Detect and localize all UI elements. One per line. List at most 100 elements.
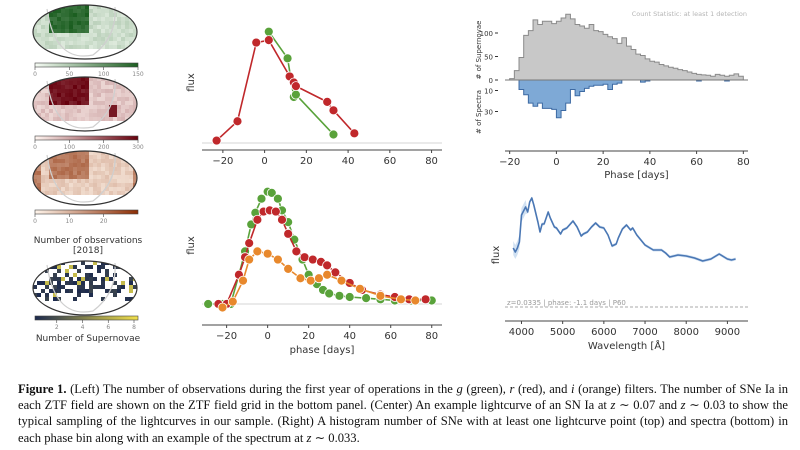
map-cell [133,33,137,37]
map-cell [77,37,81,41]
map-cell [73,25,77,29]
map-cell [57,155,61,159]
spectrum-annotation: z=0.0335 | phase: -1.1 days | P60 [507,299,626,307]
map-cell [57,269,61,273]
map-cell [61,37,65,41]
map-cell [57,289,61,293]
map-cell [53,297,57,301]
map-cell [133,261,137,265]
map-cell [121,25,125,29]
map-cell [97,113,101,117]
map-cell [109,289,113,293]
caption-var: z [680,398,686,413]
map-cell [117,113,121,117]
map-cell [41,77,45,81]
lightcurve-i-point [410,295,421,306]
map-cell [89,77,93,81]
map-cell [85,81,89,85]
map-cell [117,163,121,167]
map-cell [93,261,97,265]
lightcurve-g-line [268,31,335,136]
map-cell [81,97,85,101]
map-cell [57,93,61,97]
map-cell [101,105,105,109]
map-cell [93,191,97,195]
map-cell [129,269,133,273]
map-cell [81,175,85,179]
map-cell [57,167,61,171]
map-cell [33,261,37,265]
map-cell [49,101,53,105]
map-cell [45,37,49,41]
caption-var: r [509,382,515,396]
map-cell [121,151,125,155]
map-cell [45,85,49,89]
sky-map-supernovae [33,261,137,301]
lightcurve-r-point [291,81,301,92]
map-cell [93,175,97,179]
map-cell [133,179,137,183]
caption-text: (Left) The number of observations during… [66,382,457,396]
lightcurve-r-point [211,135,222,146]
map-cell [97,155,101,159]
map-cell [121,5,125,9]
sky-map-outline [32,260,138,316]
map-cell [73,97,77,101]
map-cell [53,273,57,277]
map-cell [109,163,113,167]
map-cell [73,151,77,155]
map-cell [69,187,73,191]
x-tick-label: 20 [300,156,313,167]
map-cell [57,179,61,183]
map-cell [105,109,109,113]
map-cell [125,183,129,187]
map-cell [89,37,93,41]
map-cell [77,13,81,17]
map-cell [109,105,113,109]
map-cell [89,273,93,277]
lightcurve-r-point [420,294,431,305]
map-cell [129,5,133,9]
map-cell [133,151,137,155]
lightcurve-g-point [324,288,335,299]
map-cell [69,281,73,285]
map-cell [109,89,113,93]
map-cell [45,151,49,155]
map-cell [105,289,109,293]
map-cell [81,85,85,89]
map-cell [89,117,93,121]
map-cell [53,13,57,17]
map-cell [101,183,105,187]
map-cell [89,289,93,293]
map-cell [61,171,65,175]
map-cell [53,277,57,281]
map-cell [85,151,89,155]
map-cell [45,21,49,25]
lightcurve-i-point [305,275,316,286]
map-cell [117,285,121,289]
map-cell [73,9,77,13]
map-cell [97,191,101,195]
map-cell [61,117,65,121]
sky-map-g-band [33,5,137,49]
map-cell [37,183,41,187]
x-tick-label: 20 [597,157,610,168]
map-cell [85,25,89,29]
map-cell [73,175,77,179]
map-cell [133,17,137,21]
map-cell [101,277,105,281]
map-cell [109,97,113,101]
map-cell [121,167,125,171]
x-tick-label: 80 [737,157,750,168]
map-cell [117,175,121,179]
map-cell [45,77,49,81]
map-cell [53,101,57,105]
map-cell [49,159,53,163]
map-cell [117,109,121,113]
count-statistic-annotation: Count Statistic: at least 1 detection [632,10,747,18]
map-cell [85,273,89,277]
map-cell [89,25,93,29]
map-cell [93,37,97,41]
map-cell [53,289,57,293]
spectrum-chart: z=0.0335 | phase: -1.1 days | P60 flux 400… [491,196,748,352]
